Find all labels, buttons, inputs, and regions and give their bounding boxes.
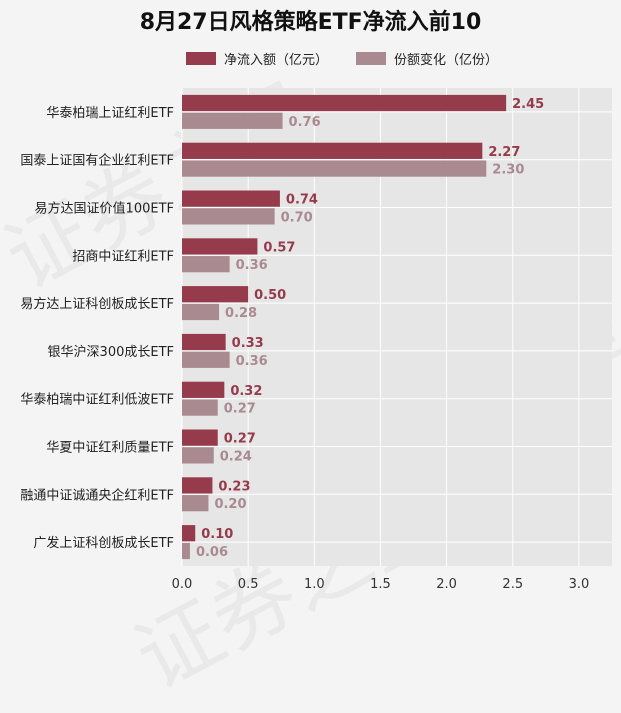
category-label: 华泰柏瑞中证红利低波ETF: [20, 392, 174, 408]
chart-root: 证券之星 证券之星 证券之星 8月27日风格策略ETF净流入前10 净流入额（亿…: [0, 10, 621, 708]
data-label-share-change: 0.36: [236, 354, 268, 369]
bar-net-inflow: [182, 525, 196, 542]
x-tick-label: 2.0: [436, 577, 457, 592]
category-label: 华夏中证红利质量ETF: [46, 440, 174, 456]
bar-net-inflow: [182, 333, 226, 351]
data-label-net-inflow: 0.23: [218, 479, 250, 494]
data-label-share-change: 0.24: [220, 449, 252, 464]
data-label-share-change: 0.27: [224, 402, 256, 417]
data-label-net-inflow: 0.33: [232, 336, 264, 351]
data-label-share-change: 0.28: [225, 306, 257, 321]
data-label-net-inflow: 0.74: [286, 193, 318, 208]
bar-net-inflow: [182, 286, 249, 303]
legend-label-shares: 份额变化（亿份）: [394, 52, 499, 68]
bar-net-inflow: [182, 381, 225, 398]
x-tick-label: 3.0: [569, 577, 590, 592]
bar-net-inflow: [182, 477, 213, 494]
data-label-net-inflow: 0.32: [230, 384, 262, 399]
data-label-share-change: 0.70: [281, 210, 313, 225]
bar-share-change: [182, 399, 218, 416]
bar-share-change: [182, 303, 220, 321]
data-label-net-inflow: 0.57: [263, 240, 295, 255]
data-label-net-inflow: 2.27: [488, 145, 520, 160]
bar-share-change: [182, 160, 487, 177]
legend: 净流入额（亿元） 份额变化（亿份）: [186, 48, 526, 68]
legend-swatch-shares: [356, 51, 387, 65]
bar-net-inflow: [182, 142, 483, 159]
bar-share-change: [182, 351, 230, 368]
data-label-net-inflow: 0.10: [201, 527, 233, 542]
data-label-share-change: 0.06: [196, 545, 228, 560]
bar-share-change: [182, 256, 230, 273]
bar-net-inflow: [182, 94, 507, 112]
x-tick-label: 2.5: [502, 577, 523, 592]
data-label-share-change: 0.20: [214, 497, 246, 512]
bar-chart-plot: 0.0 0.5 1.0 1.5 2.0 2.5 3.0 华泰柏瑞上证红利ETF 2.45 0.76…: [20, 88, 612, 592]
category-label: 华泰柏瑞上证红利ETF: [46, 105, 174, 121]
legend-swatch-inflow: [186, 51, 216, 65]
category-label: 广发上证科创板成长ETF: [33, 535, 174, 551]
data-label-share-change: 0.36: [236, 258, 268, 273]
category-label: 国泰上证国有企业红利ETF: [20, 153, 174, 169]
category-label: 易方达国证价值100ETF: [35, 201, 174, 217]
category-label: 银华沪深300成长ETF: [48, 344, 174, 360]
x-tick-label: 0.0: [172, 577, 193, 592]
data-label-share-change: 2.30: [492, 163, 524, 178]
bar-share-change: [182, 112, 283, 129]
bar-share-change: [182, 208, 275, 225]
legend-item-shares: 份额变化（亿份）: [356, 49, 498, 68]
bar-share-change: [182, 542, 190, 560]
category-label: 融通中证诚通央企红利ETF: [20, 487, 174, 503]
legend-item-inflow: 净流入额（亿元）: [186, 49, 328, 68]
data-label-share-change: 0.76: [289, 115, 321, 130]
bar-share-change: [182, 447, 214, 464]
x-tick-label: 1.0: [304, 577, 325, 592]
x-tick-label: 0.5: [238, 577, 259, 592]
bar-net-inflow: [182, 429, 218, 446]
category-label: 招商中证红利ETF: [72, 248, 174, 264]
data-label-net-inflow: 2.45: [512, 97, 544, 112]
bar-share-change: [182, 495, 209, 512]
bar-net-inflow: [182, 238, 258, 255]
chart-title: 8月27日风格策略ETF净流入前10: [139, 10, 482, 35]
data-label-net-inflow: 0.50: [254, 288, 286, 303]
bar-net-inflow: [182, 190, 280, 207]
data-label-net-inflow: 0.27: [224, 432, 256, 447]
x-tick-label: 1.5: [370, 577, 391, 592]
category-label: 易方达上证科创板成长ETF: [20, 296, 174, 312]
legend-label-inflow: 净流入额（亿元）: [224, 52, 329, 68]
